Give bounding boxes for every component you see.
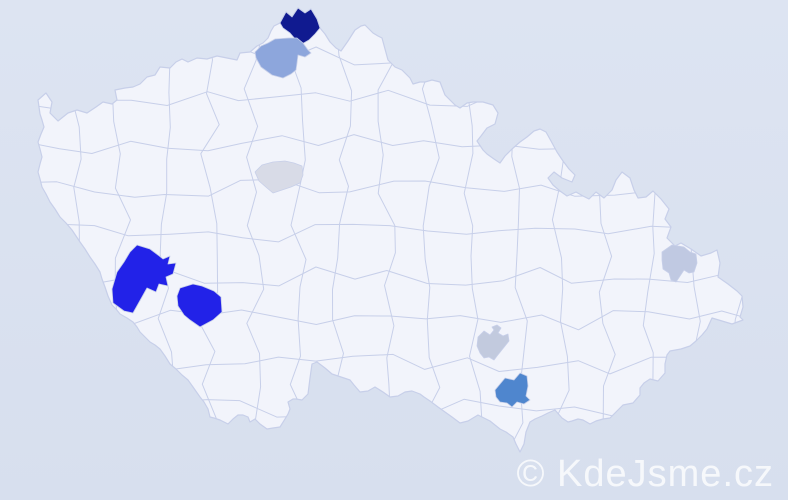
district-east-city-periwinkle[interactable] [661,244,698,283]
district-north-protrusion-dark[interactable] [279,7,321,45]
district-southeast-city-gray[interactable] [476,324,510,361]
district-southwest-large-blue[interactable] [111,244,177,314]
district-southwest-pentagon-blue[interactable] [176,283,223,328]
district-south-steelblue[interactable] [494,372,531,408]
district-north-cornflower[interactable] [254,37,312,79]
district-center-capital-gray[interactable] [254,160,304,194]
